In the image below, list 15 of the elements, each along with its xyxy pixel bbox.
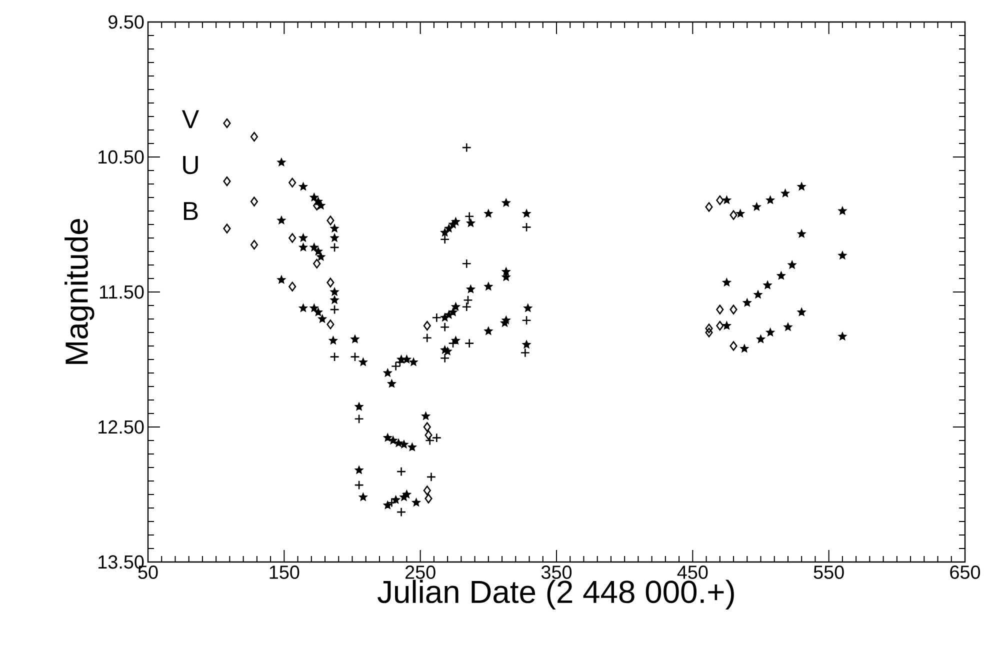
x-tick-label: 450 — [677, 566, 708, 579]
y-tick-label: 10.50 — [98, 150, 144, 164]
x-tick-label: 150 — [270, 566, 300, 579]
x-tick-label: 250 — [405, 566, 436, 579]
annotation: U — [183, 156, 198, 174]
x-axis-title: Julian Date (2 448 000.+) — [378, 580, 734, 610]
annotation: V — [182, 110, 200, 128]
y-tick-label: 11.50 — [100, 285, 144, 299]
x-tick-label: 350 — [541, 566, 572, 579]
x-tick-label: 650 — [950, 566, 980, 579]
y-tick-label: 9.50 — [108, 15, 144, 29]
y-tick-label: 12.50 — [98, 420, 144, 434]
x-tick-label: 550 — [814, 566, 844, 579]
annotation: B — [184, 202, 198, 220]
y-axis-title: Magnitude — [64, 219, 94, 364]
